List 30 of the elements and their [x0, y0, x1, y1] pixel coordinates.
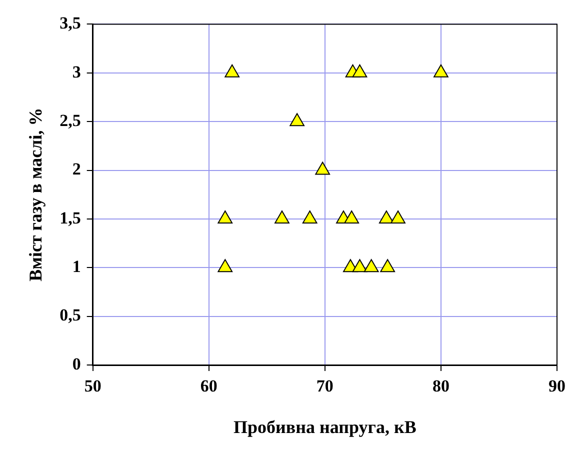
y-tick-label: 0,5 — [60, 306, 81, 325]
point — [218, 210, 233, 224]
y-tick-label: 3 — [72, 62, 81, 82]
y-tick-label: 2,5 — [60, 110, 81, 130]
y-tick-label: 1 — [72, 257, 81, 276]
x-axis-title: Пробивна напруга, кВ — [234, 416, 416, 437]
point — [364, 259, 379, 272]
point — [218, 259, 233, 272]
point — [224, 64, 240, 78]
y-axis-title: Вміст газу в маслі, % — [25, 108, 46, 282]
point — [352, 259, 368, 272]
y-tick-label: 3,5 — [60, 14, 81, 33]
x-tick-label: 80 — [432, 376, 450, 396]
x-tick-label: 60 — [200, 376, 218, 396]
x-tick-label: 90 — [548, 376, 566, 396]
point — [352, 64, 368, 78]
point — [344, 210, 360, 224]
y-tick-label: 0 — [72, 354, 81, 374]
point — [380, 259, 396, 272]
point — [302, 210, 318, 224]
point — [378, 210, 394, 224]
x-tick-label: 50 — [84, 376, 102, 396]
point — [290, 113, 305, 126]
x-tick-label: 70 — [316, 376, 334, 396]
y-tick-label: 2 — [72, 160, 81, 179]
point — [434, 64, 448, 78]
y-tick-label: 1,5 — [60, 208, 81, 228]
point — [315, 162, 330, 175]
point — [274, 210, 290, 224]
point — [390, 210, 406, 224]
